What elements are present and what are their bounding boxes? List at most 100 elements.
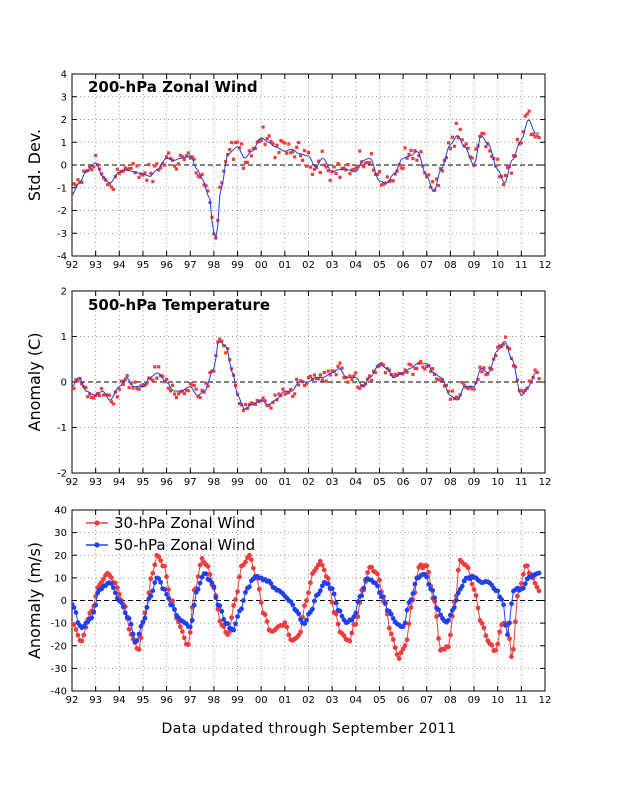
series-marker xyxy=(296,611,302,617)
series-marker xyxy=(489,642,495,648)
monthly-point xyxy=(478,365,482,369)
monthly-point xyxy=(367,161,372,165)
series-marker xyxy=(306,590,311,596)
series-marker xyxy=(170,602,175,608)
monthly-point xyxy=(271,141,275,146)
monthly-point xyxy=(470,387,474,391)
monthly-point xyxy=(515,137,520,142)
series-marker xyxy=(72,605,77,610)
monthly-point xyxy=(172,392,177,396)
series-marker xyxy=(179,629,185,634)
series-marker xyxy=(148,593,154,599)
monthly-point xyxy=(251,146,255,150)
monthly-point xyxy=(336,364,340,368)
monthly-point xyxy=(283,392,287,396)
monthly-point xyxy=(306,376,311,380)
series-marker xyxy=(473,593,479,598)
monthly-point xyxy=(537,377,541,381)
series-marker xyxy=(162,586,168,592)
monthly-point xyxy=(348,374,352,378)
series-marker xyxy=(203,571,209,577)
series-marker xyxy=(284,624,290,630)
monthly-point xyxy=(123,378,127,382)
monthly-point xyxy=(503,173,508,178)
monthly-point xyxy=(241,408,246,413)
monthly-point xyxy=(513,365,518,369)
monthly-point xyxy=(161,374,165,378)
monthly-point xyxy=(174,167,179,171)
monthly-point xyxy=(466,387,470,391)
series-marker xyxy=(386,625,392,631)
monthly-point xyxy=(460,380,464,385)
y-tick-label: 10 xyxy=(54,573,67,584)
series-marker xyxy=(507,636,512,642)
monthly-point xyxy=(535,134,539,138)
y-axis-label: Anomaly (C) xyxy=(25,333,44,432)
monthly-point xyxy=(147,162,151,167)
monthly-point xyxy=(159,166,163,170)
series-marker xyxy=(302,621,307,627)
monthly-point xyxy=(178,390,182,394)
monthly-point xyxy=(399,166,403,170)
monthly-point xyxy=(275,143,279,147)
monthly-point xyxy=(466,146,470,150)
monthly-point xyxy=(166,386,171,390)
monthly-point xyxy=(178,153,182,157)
series-marker xyxy=(158,579,164,585)
monthly-point xyxy=(202,390,206,394)
monthly-point xyxy=(243,402,248,407)
x-tick-label: 00 xyxy=(255,477,268,488)
monthly-point xyxy=(168,389,173,393)
monthly-point xyxy=(166,151,171,155)
series-marker xyxy=(221,617,227,622)
monthly-point xyxy=(513,154,518,158)
monthly-point xyxy=(517,142,521,146)
x-tick-label: 11 xyxy=(515,695,528,706)
x-tick-label: 06 xyxy=(397,695,410,706)
series-marker xyxy=(152,562,158,568)
monthly-point xyxy=(377,363,382,367)
series-marker xyxy=(432,595,438,601)
monthly-point xyxy=(482,132,486,136)
series-marker xyxy=(446,617,451,623)
series-marker xyxy=(388,631,394,637)
monthly-point xyxy=(263,399,267,403)
monthly-point xyxy=(456,396,460,400)
series-marker xyxy=(148,576,154,582)
x-tick-label: 09 xyxy=(468,260,481,271)
monthly-point xyxy=(218,337,222,341)
monthly-point xyxy=(99,387,104,391)
monthly-point xyxy=(220,181,224,185)
monthly-point xyxy=(411,156,415,161)
monthly-point xyxy=(401,372,405,376)
series-marker xyxy=(511,646,516,652)
monthly-point xyxy=(436,378,441,382)
monthly-point xyxy=(401,166,405,170)
monthly-point xyxy=(151,179,155,184)
series-marker xyxy=(402,620,408,626)
monthly-point xyxy=(117,171,121,176)
monthly-point xyxy=(90,168,94,172)
series-marker xyxy=(156,576,162,582)
series-marker xyxy=(335,621,341,627)
monthly-point xyxy=(101,176,106,180)
legend-swatch-marker xyxy=(94,542,100,548)
series-marker xyxy=(233,597,238,602)
monthly-point xyxy=(107,393,112,397)
y-tick-label: -10 xyxy=(51,619,67,630)
panel-title: 200-hPa Zonal Wind xyxy=(88,78,258,96)
series-marker xyxy=(398,650,404,655)
monthly-point xyxy=(332,165,336,169)
monthly-point xyxy=(438,167,443,171)
monthly-point xyxy=(519,388,523,393)
monthly-point xyxy=(324,165,328,169)
monthly-point xyxy=(511,364,516,368)
series-marker xyxy=(250,565,256,571)
x-tick-label: 96 xyxy=(160,477,173,488)
series-marker xyxy=(302,603,307,608)
y-tick-label: 0 xyxy=(61,378,67,389)
series-marker xyxy=(138,623,144,629)
series-marker xyxy=(455,590,461,596)
monthly-point xyxy=(488,366,492,370)
monthly-point xyxy=(308,165,313,169)
